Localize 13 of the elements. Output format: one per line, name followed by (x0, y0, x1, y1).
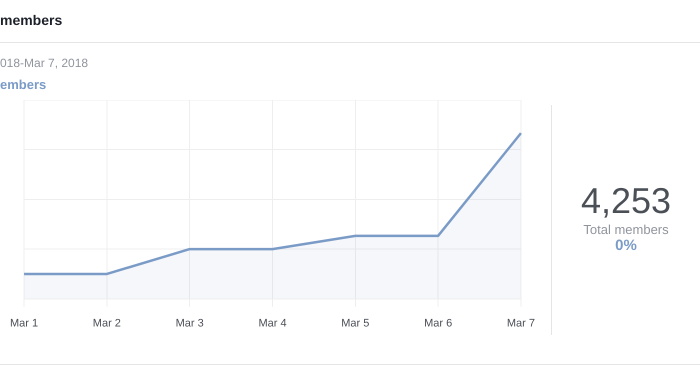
chart-subtitle: 018-Mar 7, 2018 (0, 56, 88, 70)
text: embers (0, 77, 46, 92)
x-tick-label: Mar 6 (424, 317, 452, 330)
x-tick-label: Mar 5 (341, 317, 370, 330)
chart-title: members (0, 12, 62, 28)
x-tick-label: Mar 1 (10, 317, 38, 330)
x-tick-label: Mar 2 (92, 317, 121, 330)
text: 4,253 (580, 180, 672, 222)
text: 0% (614, 237, 638, 254)
x-tick-label: Mar 4 (258, 317, 287, 330)
text: Total members (582, 222, 670, 237)
x-tick-label: Mar 3 (176, 317, 204, 330)
x-tick-label: Mar 7 (506, 317, 536, 330)
